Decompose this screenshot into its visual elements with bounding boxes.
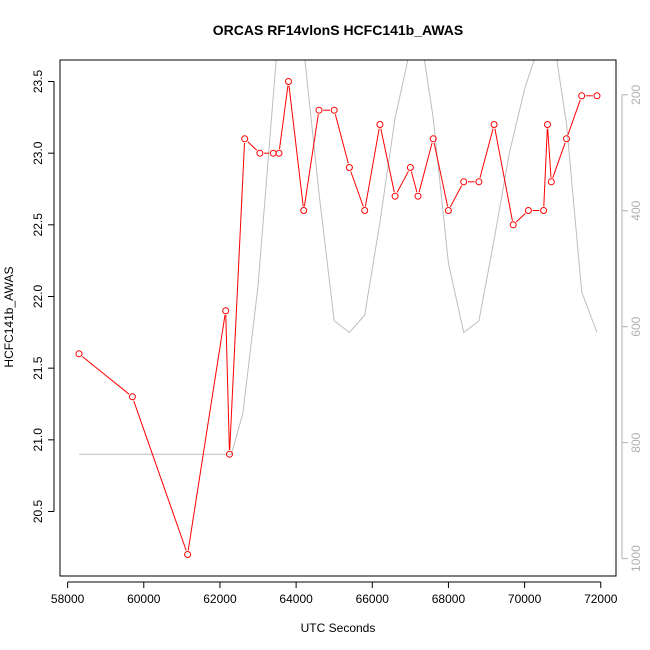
y-tick-label: 21.0 <box>31 428 45 452</box>
y2-tick-label: 800 <box>629 432 643 452</box>
data-point <box>540 207 548 214</box>
data-point <box>429 135 437 143</box>
data-point <box>226 450 233 458</box>
data-point <box>444 207 452 214</box>
data-point <box>490 121 498 128</box>
plot-frame <box>59 59 617 577</box>
primary-series-segment <box>303 114 319 207</box>
primary-series-segment <box>494 128 513 221</box>
y-tick-label: 23.5 <box>31 69 45 93</box>
x-tick-label: 70000 <box>508 592 542 606</box>
y-tick-label: 22.5 <box>31 213 45 237</box>
data-point <box>593 92 601 100</box>
data-point <box>544 121 551 128</box>
y-tick-label: 20.5 <box>31 499 45 523</box>
x-tick-label: 62000 <box>203 592 237 606</box>
data-point <box>285 78 292 85</box>
x-tick-label: 72000 <box>584 592 618 606</box>
primary-series-segment <box>247 141 258 151</box>
x-axis: 58000 60000 62000 64000 66000 68000 70000 72000 <box>51 581 618 606</box>
primary-series-segment <box>279 85 289 150</box>
data-point <box>256 149 264 157</box>
data-point <box>222 307 230 315</box>
y-axis: 20.5 21.0 21.5 22.0 22.5 23.0 23.5 <box>31 69 55 523</box>
data-point <box>315 106 323 114</box>
data-point <box>376 121 384 128</box>
primary-series-segment <box>364 128 380 207</box>
data-point <box>406 164 414 171</box>
data-point <box>300 207 308 214</box>
primary-series-segment <box>547 128 552 178</box>
primary-series-segment <box>350 171 364 207</box>
data-point <box>361 207 369 214</box>
primary-series-segment <box>515 213 526 223</box>
primary-series-segment <box>479 128 494 178</box>
y-tick-label: 23.0 <box>31 141 45 165</box>
data-point <box>184 551 192 558</box>
secondary-series <box>79 60 598 455</box>
y2-tick-label: 600 <box>629 316 643 336</box>
primary-series-segment <box>225 314 230 451</box>
data-point <box>547 178 555 186</box>
data-point <box>563 135 570 143</box>
secondary-series-line <box>79 60 598 455</box>
primary-series-segment <box>410 171 418 193</box>
chart-title: ORCAS RF14vlonS HCFC141b_AWAS <box>213 22 464 38</box>
primary-series-segment <box>396 170 409 193</box>
data-point <box>330 106 338 114</box>
primary-series-segment <box>187 314 226 551</box>
primary-series-segment <box>288 85 304 207</box>
primary-series-segment <box>81 356 130 395</box>
data-point <box>75 350 83 358</box>
x-tick-label: 66000 <box>356 592 390 606</box>
primary-series-segment <box>133 400 187 551</box>
data-point <box>509 221 517 229</box>
data-point <box>269 149 277 157</box>
x-tick-label: 68000 <box>432 592 466 606</box>
x-tick-label: 64000 <box>279 592 313 606</box>
primary-series-segment <box>567 99 581 136</box>
primary-series-segment <box>433 142 449 207</box>
primary-series-segment <box>552 142 566 179</box>
x-tick-label: 58000 <box>51 592 85 606</box>
data-point <box>241 135 249 143</box>
y-axis-label: HCFC141b_AWAS <box>2 266 16 367</box>
y2-tick-label: 200 <box>629 84 643 104</box>
primary-series-segment <box>418 142 433 193</box>
data-point <box>578 92 586 100</box>
primary-series-segment <box>380 128 395 193</box>
right-axis: 200 400 600 800 1000 <box>621 84 643 572</box>
y2-tick-label: 400 <box>629 200 643 220</box>
y-tick-label: 22.0 <box>31 284 45 308</box>
primary-series-segment <box>334 114 349 164</box>
primary-series <box>75 78 601 558</box>
data-point <box>414 192 422 200</box>
y-tick-label: 21.5 <box>31 356 45 380</box>
data-point <box>345 164 353 171</box>
y2-tick-label: 1000 <box>629 545 643 572</box>
x-axis-label: UTC Seconds <box>301 621 376 635</box>
data-point <box>460 178 468 186</box>
data-point <box>275 149 283 157</box>
data-point <box>391 192 399 200</box>
data-point <box>128 393 136 401</box>
data-point <box>475 178 483 186</box>
primary-series-segment <box>543 128 548 207</box>
primary-series-segment <box>229 142 245 451</box>
data-point <box>524 207 532 214</box>
primary-series-segment <box>449 185 463 208</box>
x-tick-label: 60000 <box>127 592 161 606</box>
